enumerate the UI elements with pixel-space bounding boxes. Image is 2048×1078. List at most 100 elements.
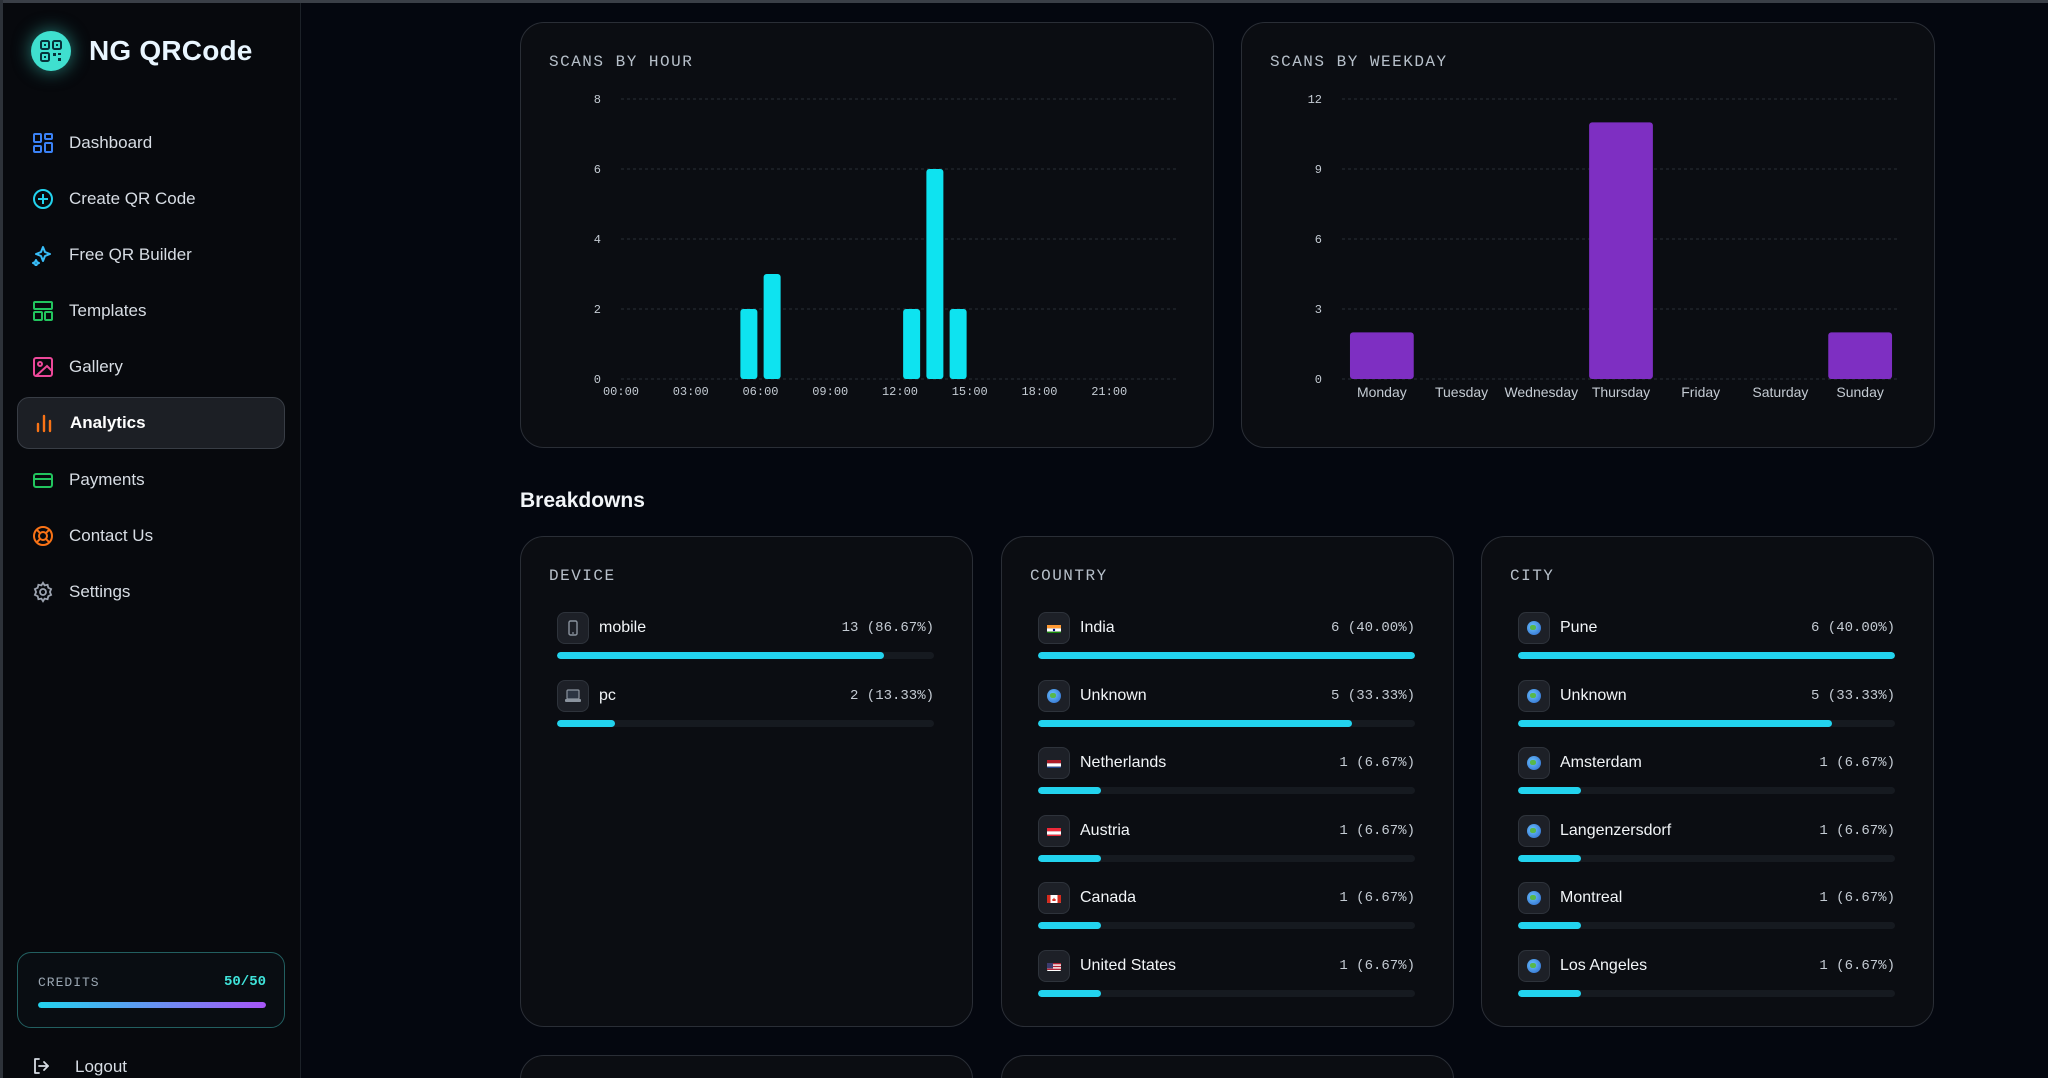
y-tick-label: 0	[1315, 373, 1322, 387]
breakdown-row-count: 1 (6.67%)	[1819, 755, 1895, 771]
sidebar-item-templates[interactable]: Templates	[17, 285, 285, 337]
scans-by-hour-chart: 0 2 4 6 8 00:00 03:00 06:00 09:00 12:00 15:00 18:00…	[594, 93, 1179, 399]
mobile-icon	[557, 612, 589, 644]
breakdown-row-count: 2 (13.33%)	[849, 687, 934, 704]
globe-icon	[1518, 612, 1550, 644]
breakdown-title: DEVICE	[549, 567, 616, 585]
country-breakdown-row: Canada 1 (6.67%)	[1038, 882, 1415, 938]
laptop-icon	[557, 679, 589, 712]
hour-bar	[763, 274, 781, 379]
breakdown-row-count: 1 (6.67%)	[1339, 957, 1415, 974]
country-breakdown-row: India 6 (40.00%)	[1038, 612, 1415, 668]
breakdown-row-name: United States	[1080, 956, 1177, 974]
breakdown-row-name: Montreal	[1560, 889, 1623, 906]
breakdown-row-name: Austria	[1080, 821, 1130, 839]
breakdown-progress-fill	[1518, 652, 1895, 659]
sidebar: NG QRCode Dashboard Create QR Code Free …	[3, 3, 301, 1078]
weekday-bar	[1589, 122, 1653, 379]
sidebar-item-free-qr-builder[interactable]: Free QR Builder	[17, 229, 285, 281]
chart-title: SCANS BY HOUR	[549, 53, 694, 71]
y-tick-label: 9	[1315, 163, 1322, 177]
breakdown-progress-bar	[1518, 854, 1895, 862]
breakdown-row-name: Los Angeles	[1560, 956, 1648, 974]
breakdown-progress-fill	[1038, 719, 1353, 727]
breakdown-row-name: Unknown	[1560, 686, 1627, 704]
globe-icon	[1518, 882, 1550, 914]
credits-progress-fill	[38, 1002, 266, 1008]
city-breakdown-row: Langenzersdorf 1 (6.67%)	[1518, 814, 1895, 871]
x-tick-label: 15:00	[952, 385, 988, 399]
y-tick-label: 6	[1315, 233, 1322, 247]
breakdown-progress-bar	[1038, 652, 1415, 659]
y-tick-label: 0	[594, 373, 601, 387]
breakdown-row-count: 1 (6.67%)	[1819, 822, 1895, 839]
scans-by-weekday-chart: 0 3 6 9 12 Monday Tuesday Wednesday Thursday Frid…	[1308, 93, 1900, 400]
breakdown-progress-bar	[1038, 854, 1415, 862]
logout-icon	[31, 1056, 53, 1078]
y-tick-label: 4	[594, 233, 601, 247]
breakdown-progress-fill	[1038, 787, 1101, 794]
credits-value: 50/50	[223, 974, 266, 990]
breakdown-progress-bar	[1518, 652, 1895, 659]
hour-bar	[926, 169, 944, 379]
hour-bar	[949, 309, 967, 379]
flag-austria-icon	[1038, 814, 1070, 847]
breakdown-progress-bar	[1038, 989, 1415, 997]
lifebuoy-icon	[31, 524, 55, 548]
breakdown-row-count: 1 (6.67%)	[1339, 755, 1415, 771]
credit-card-icon	[31, 468, 55, 492]
breakdown-progress-fill	[557, 719, 615, 727]
sidebar-item-gallery[interactable]: Gallery	[17, 341, 285, 393]
breakdown-progress-fill	[1518, 922, 1581, 929]
weekday-bar	[1349, 332, 1414, 379]
breakdown-title: CITY	[1510, 567, 1555, 585]
y-tick-label: 8	[594, 93, 601, 107]
sidebar-item-contact-us[interactable]: Contact Us	[17, 510, 285, 562]
sidebar-item-label: Create QR Code	[69, 189, 196, 208]
breakdown-card-partial	[520, 1055, 973, 1078]
hour-bar	[903, 309, 921, 379]
breakdown-progress-fill	[1038, 652, 1415, 659]
sidebar-item-create-qr-code[interactable]: Create QR Code	[17, 173, 285, 225]
sidebar-item-settings[interactable]: Settings	[17, 566, 285, 618]
app-name: NG QRCode	[89, 35, 253, 66]
breakdown-row-name: pc	[599, 686, 616, 704]
globe-icon	[1518, 679, 1550, 712]
breakdown-row-name: Canada	[1080, 889, 1137, 906]
flag-canada-icon	[1038, 882, 1070, 914]
breakdown-row-name: Pune	[1560, 619, 1598, 636]
breakdown-row-count: 1 (6.67%)	[1819, 957, 1895, 974]
country-breakdown-row: Austria 1 (6.67%)	[1038, 814, 1415, 871]
breakdown-row-name: mobile	[599, 619, 647, 636]
window-top-edge	[0, 0, 2048, 3]
country-breakdown-row: United States 1 (6.67%)	[1038, 949, 1415, 1006]
breakdown-progress-bar	[557, 652, 934, 659]
brand[interactable]: NG QRCode	[31, 31, 253, 71]
breakdown-row-name: Amsterdam	[1560, 754, 1642, 771]
breakdown-row-count: 1 (6.67%)	[1339, 822, 1415, 839]
window-left-edge	[0, 0, 3, 1078]
breakdown-progress-fill	[1038, 854, 1101, 862]
sidebar-item-label: Free QR Builder	[69, 245, 192, 264]
sidebar-item-label: Gallery	[69, 357, 123, 376]
breakdown-progress-bar	[1518, 922, 1895, 929]
sidebar-item-dashboard[interactable]: Dashboard	[17, 117, 285, 169]
sidebar-item-label: Payments	[69, 470, 145, 489]
breakdown-progress-fill	[1518, 854, 1581, 862]
logout-button[interactable]: Logout	[31, 1056, 127, 1078]
breakdowns-heading: Breakdowns	[520, 489, 645, 512]
x-tick-label: 03:00	[673, 385, 709, 399]
flag-us-icon	[1038, 949, 1070, 982]
x-tick-label: Saturday	[1752, 384, 1808, 400]
scans-by-weekday-card: SCANS BY WEEKDAY 0 3 6 9 12 Monday Tuesday Wedn…	[1241, 22, 1935, 448]
x-tick-label: Tuesday	[1435, 384, 1488, 400]
sidebar-item-payments[interactable]: Payments	[17, 454, 285, 506]
sidebar-item-analytics[interactable]: Analytics	[17, 397, 285, 449]
globe-icon	[1038, 679, 1070, 712]
breakdown-row-count: 5 (33.33%)	[1810, 687, 1895, 704]
city-breakdown-row: Pune 6 (40.00%)	[1518, 612, 1895, 668]
globe-icon	[1518, 747, 1550, 779]
breakdown-progress-fill	[557, 652, 884, 659]
bar-chart-icon	[32, 411, 56, 435]
flag-india-icon	[1038, 612, 1070, 644]
